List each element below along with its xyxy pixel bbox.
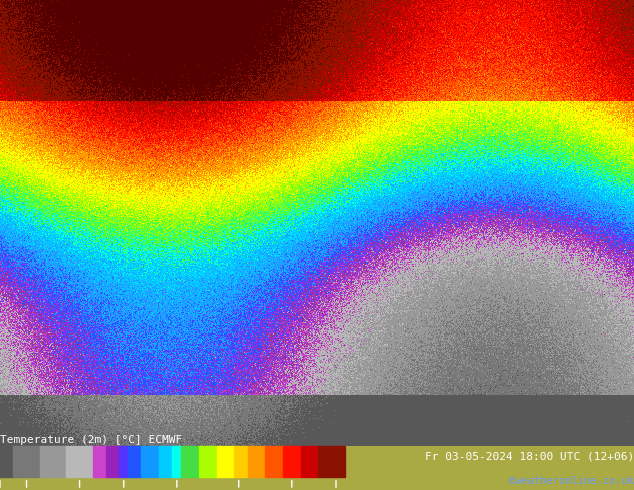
Bar: [40, 446, 67, 477]
Bar: [265, 446, 283, 477]
Bar: [235, 446, 248, 477]
Bar: [159, 446, 172, 477]
Bar: [106, 446, 119, 477]
Bar: [217, 446, 235, 477]
Bar: [248, 446, 265, 477]
Text: Temperature (2m) [°C] ECMWF: Temperature (2m) [°C] ECMWF: [0, 435, 182, 445]
Bar: [67, 446, 93, 477]
Bar: [119, 446, 128, 477]
Bar: [93, 446, 106, 477]
Bar: [0, 446, 13, 477]
Bar: [13, 446, 40, 477]
Bar: [181, 446, 199, 477]
Bar: [301, 446, 318, 477]
Bar: [283, 446, 301, 477]
Bar: [318, 446, 345, 477]
Bar: [172, 446, 181, 477]
Text: ©weatheronline.co.uk: ©weatheronline.co.uk: [509, 476, 634, 486]
Text: Fr 03-05-2024 18:00 UTC (12+06): Fr 03-05-2024 18:00 UTC (12+06): [425, 452, 634, 462]
Bar: [199, 446, 217, 477]
Bar: [141, 446, 159, 477]
Bar: [128, 446, 141, 477]
